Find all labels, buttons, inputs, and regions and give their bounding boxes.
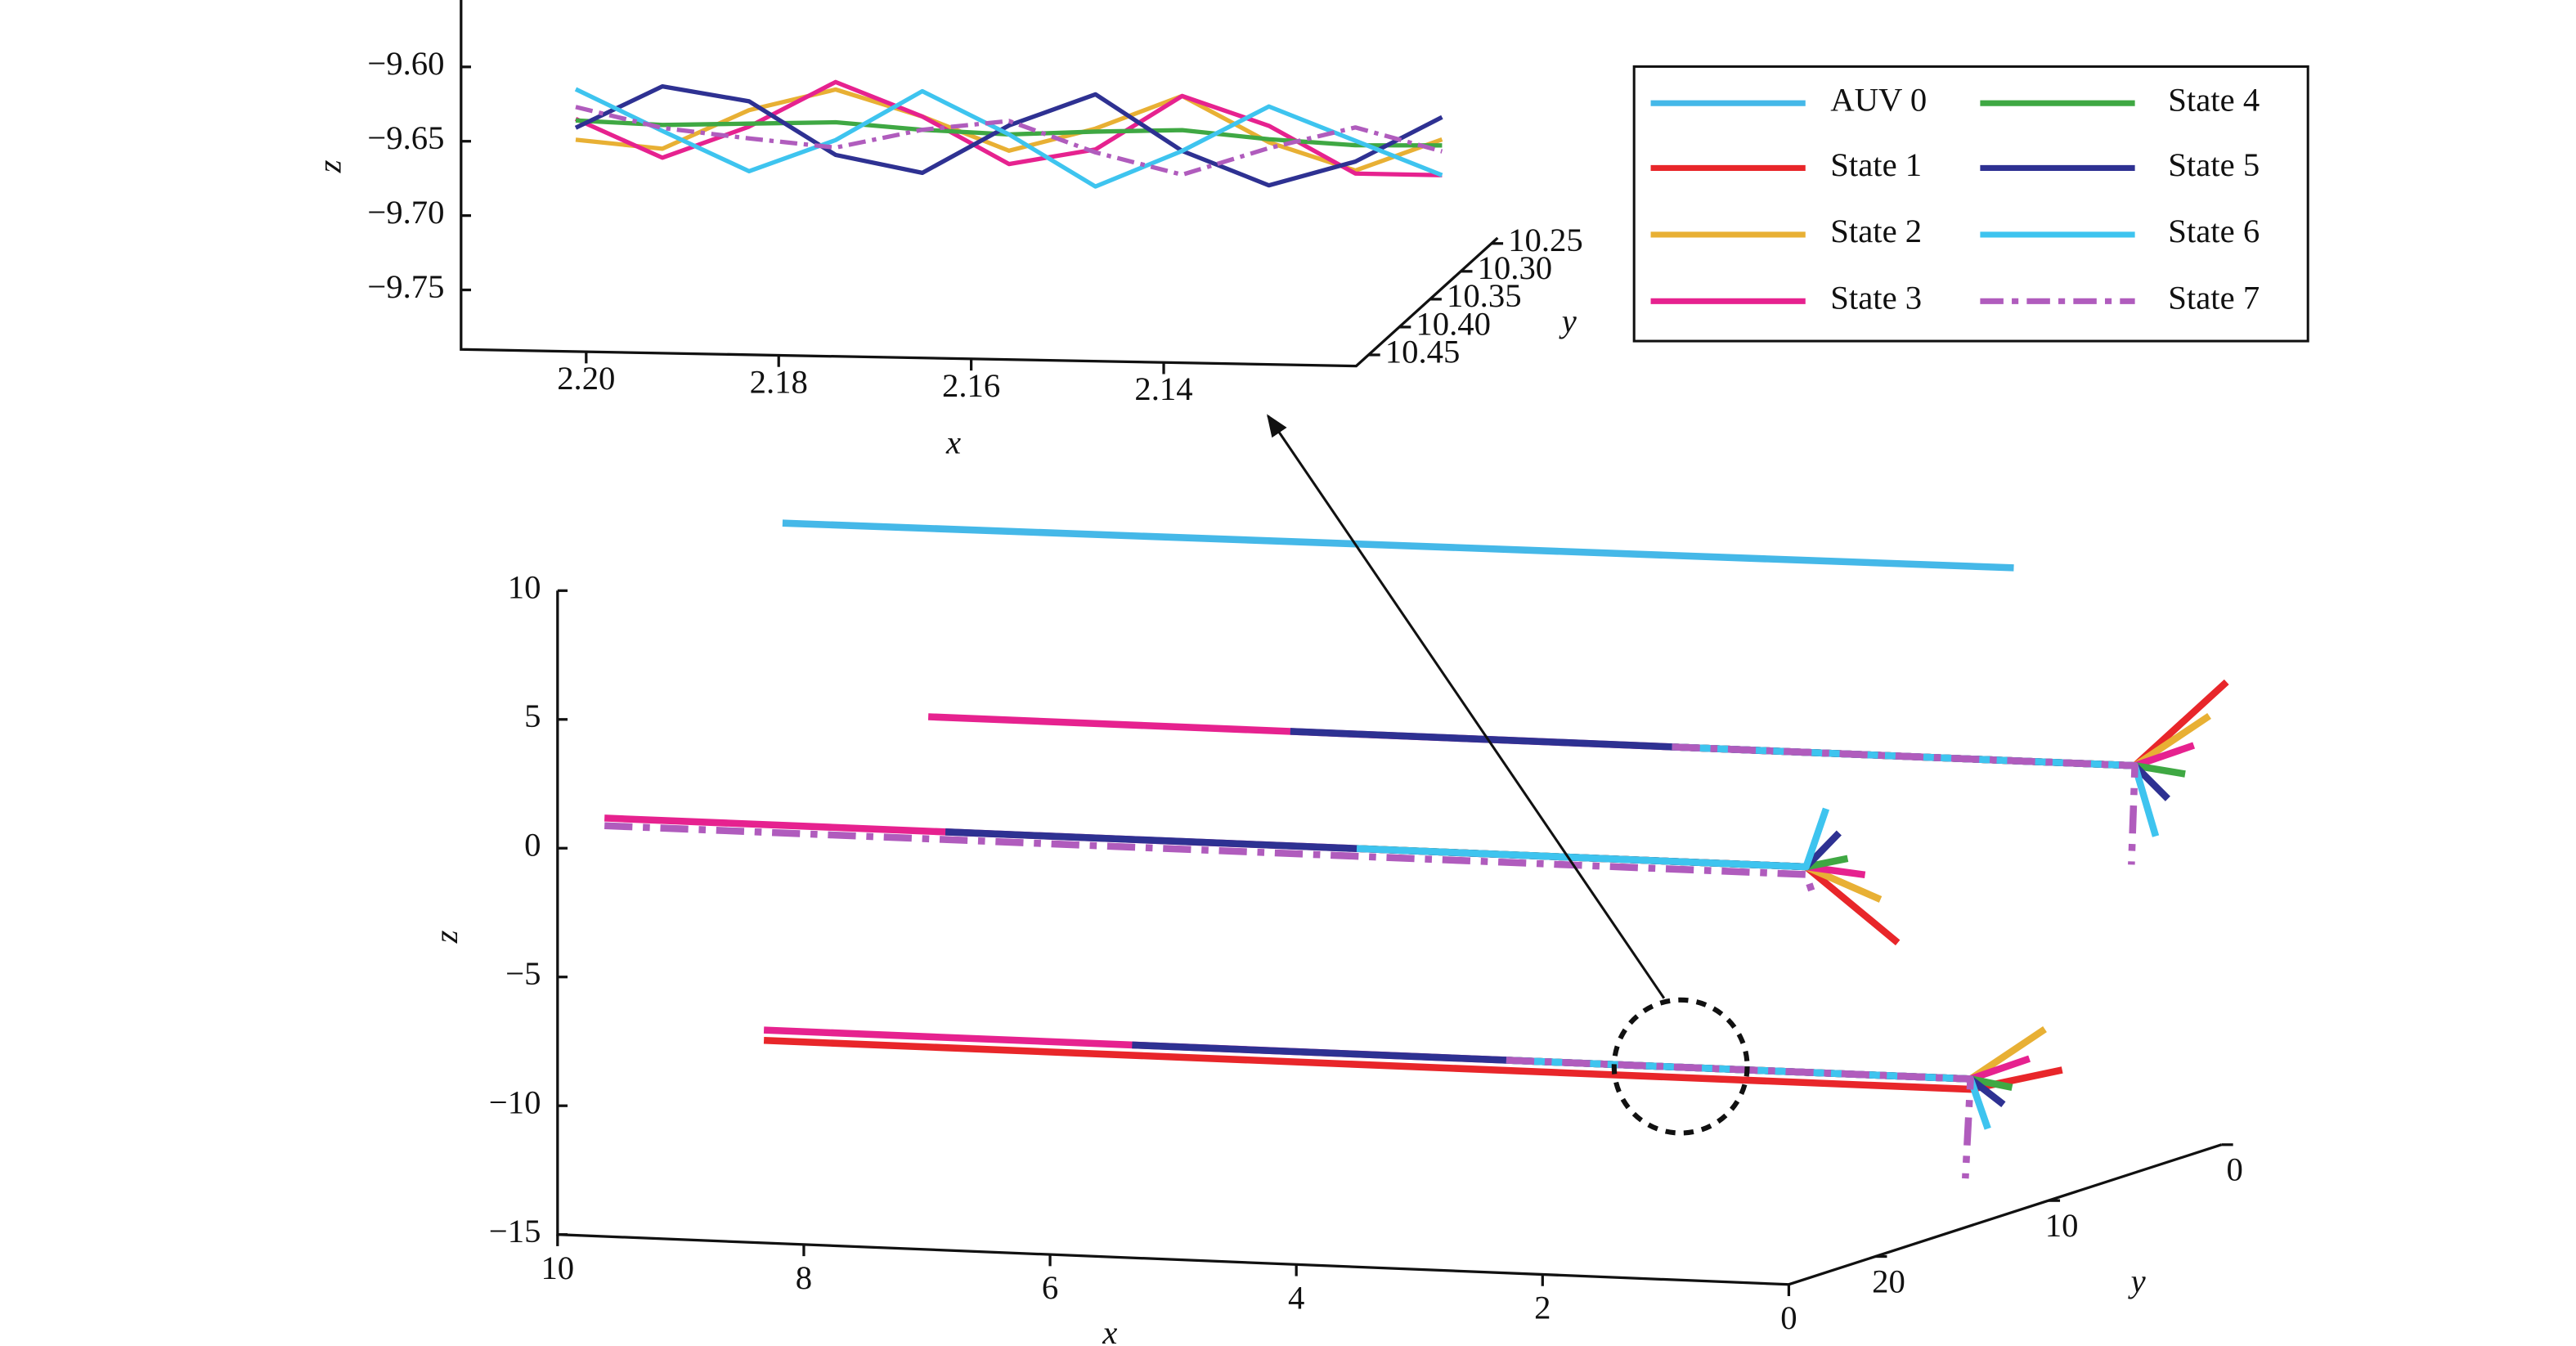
series-line [1356,712,2211,1083]
legend-label: State 2 [1830,213,1922,249]
z-tick-label: −9.65 [367,119,444,156]
legend-box [1632,65,2309,343]
y-tick-label: 10.25 [1508,222,1583,258]
legend-label: State 4 [2168,81,2260,118]
zoom-circle [1611,997,1750,1136]
series-line [1356,743,2186,1092]
z-tick-label: −9.70 [367,194,444,231]
inset-x-label: x [945,424,961,461]
axis-lines [460,0,1499,368]
z-tick-label: 0 [524,827,541,864]
inset-z-label: z [311,159,348,173]
legend-label: AUV 0 [1830,81,1927,118]
y-tick-label: 10.35 [1447,277,1522,314]
main-x-label: x [1102,1314,1117,1346]
z-tick-label: −5 [505,955,541,992]
z-tick-label: 5 [524,698,541,734]
z-tick-label: −9.75 [367,268,444,305]
x-tick-label: 2.16 [942,367,1000,404]
x-tick-label: 6 [1042,1269,1058,1306]
axis-lines [556,590,2222,1286]
series-line [575,87,1443,173]
z-tick-label: −10 [489,1084,541,1121]
series-line [945,728,2170,1107]
zoom-arrow [1267,414,1666,999]
x-tick-label: 4 [1288,1279,1304,1316]
y-tick-label: 10.40 [1416,305,1491,342]
y-tick-label: 10.45 [1385,333,1461,370]
x-tick-label: 2.14 [1134,370,1192,407]
series-line [574,83,1443,188]
x-tick-label: 2.20 [557,360,615,397]
series-line [604,713,2196,1083]
z-tick-label: −9.60 [367,45,444,82]
main-z-label: z [428,930,464,944]
legend-label: State 1 [1830,146,1922,183]
x-tick-label: 0 [1780,1299,1797,1336]
series-line [782,519,2014,572]
z-tick-label: 10 [508,569,541,606]
x-tick-label: 2.18 [750,363,808,400]
legend-label: State 6 [2168,213,2260,249]
plots: −9.60 −9.65 −9.70 −9.75 2.20 2.18 2.16 2.14 10.2… [367,0,2260,1336]
series-line [575,105,1443,177]
y-tick-label: 20 [1872,1263,1905,1299]
legend-label: State 5 [2168,146,2260,183]
series-line [574,87,1443,189]
legend-label: State 3 [1830,280,1922,316]
y-tick-label: 10.30 [1478,249,1553,286]
x-tick-label: 10 [541,1250,574,1286]
legend-label: State 7 [2168,280,2260,316]
y-tick-label: 10 [2045,1207,2079,1244]
series-line [604,743,2138,1179]
main-y-label: y [2128,1263,2147,1299]
z-tick-label: −15 [489,1213,541,1250]
inset-y-label: y [1559,303,1577,339]
x-tick-label: 2 [1534,1290,1551,1326]
x-tick-label: 8 [796,1259,812,1296]
y-tick-label: 0 [2227,1151,2243,1188]
